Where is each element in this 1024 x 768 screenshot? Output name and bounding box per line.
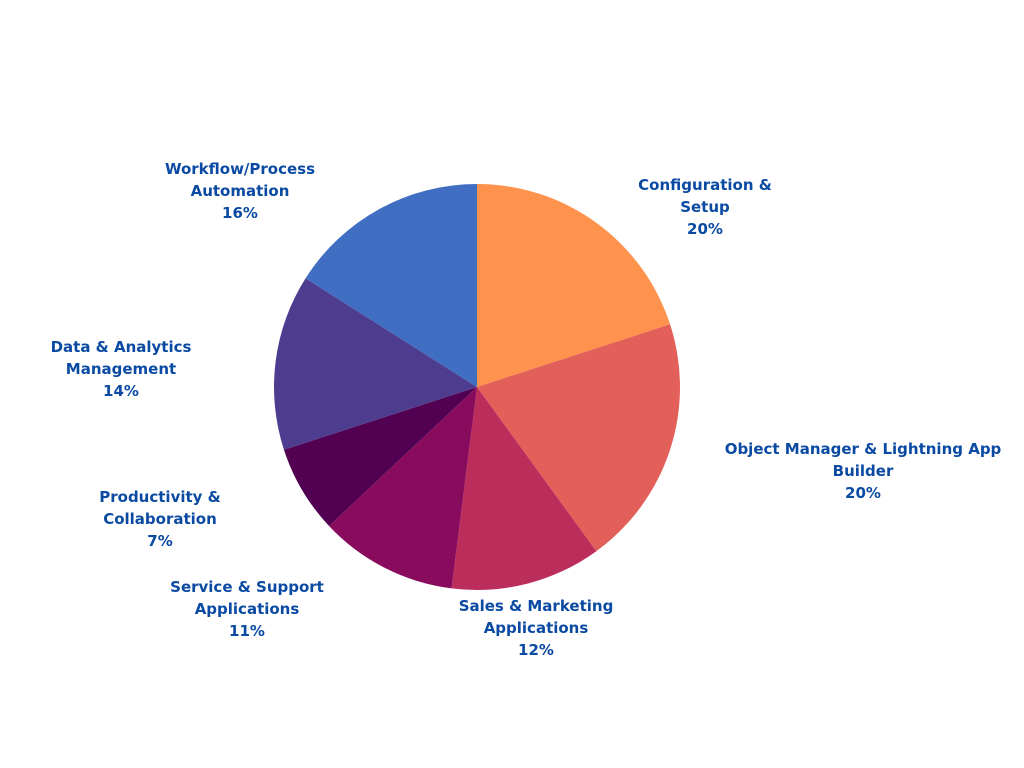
slice-label-line: Applications [483, 619, 589, 637]
slice-label-5: Productivity & Collaboration 7% [99, 486, 221, 552]
pie-slice-5[interactable] [283, 387, 477, 526]
slice-percent: 11% [229, 622, 265, 640]
pie-slice-4[interactable] [329, 387, 477, 589]
pie-slice-7[interactable] [305, 184, 477, 387]
slice-label-3: Sales & Marketing Applications 12% [459, 595, 614, 661]
slice-label-line: Service & Support [170, 578, 324, 596]
pie-slice-2[interactable] [477, 324, 680, 552]
pie-slice-3[interactable] [451, 387, 597, 591]
slice-label-line: Applications [194, 600, 300, 618]
pie-slice-6[interactable] [274, 278, 477, 450]
slice-label-line: Builder [832, 462, 894, 480]
slice-percent: 16% [222, 204, 258, 222]
slice-label-1: Configuration & Setup 20% [638, 174, 772, 240]
slice-label-2: Object Manager & Lightning App Builder 20% [725, 438, 1002, 504]
slice-percent: 7% [147, 532, 173, 550]
slice-label-line: Workflow/Process [164, 160, 316, 178]
slice-label-line: Productivity & [99, 488, 221, 506]
slice-label-6: Data & Analytics Management 14% [51, 336, 192, 402]
slice-label-line: Automation [190, 182, 290, 200]
slice-percent: 20% [845, 484, 881, 502]
slice-label-line: Data & Analytics [50, 338, 192, 356]
slice-label-line: Management [65, 360, 177, 378]
slice-label-4: Service & Support Applications 11% [170, 576, 324, 642]
slice-label-line: Configuration & [638, 176, 772, 194]
slice-percent: 14% [103, 382, 139, 400]
slice-percent: 12% [518, 641, 554, 659]
pie-slice-1[interactable] [477, 184, 671, 387]
slice-label-line: Object Manager & Lightning App [724, 440, 1002, 458]
slice-label-line: Sales & Marketing [458, 597, 614, 615]
slice-percent: 20% [687, 220, 723, 238]
slice-label-7: Workflow/Process Automation 16% [165, 158, 315, 224]
slice-label-line: Setup [680, 198, 730, 216]
slice-label-line: Collaboration [103, 510, 217, 528]
